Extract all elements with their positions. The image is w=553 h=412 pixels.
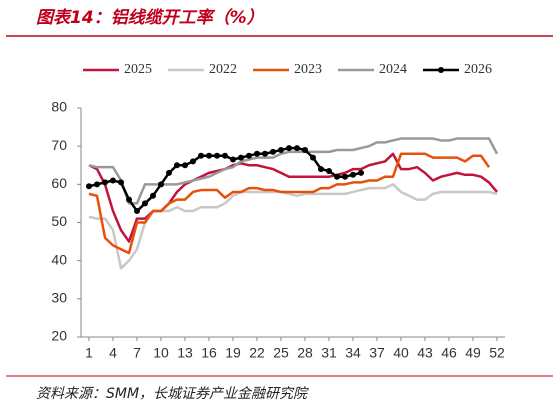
series-marker [302,146,308,153]
series-marker [86,183,92,190]
x-tick-label: 43 [417,345,433,361]
y-tick-label: 30 [51,290,67,306]
series-marker [166,169,172,176]
x-tick-label: 49 [465,345,481,361]
series-marker [222,152,228,159]
series-marker [118,179,124,186]
series-marker [278,146,284,153]
x-tick-label: 19 [225,345,241,361]
series-marker [326,167,332,174]
series-marker [342,173,348,180]
x-tick-label: 25 [273,345,289,361]
series-marker [286,145,292,152]
series-marker [206,152,212,159]
y-tick-label: 20 [51,328,67,344]
series-marker [270,148,276,155]
series-line [88,152,491,255]
series-marker [198,152,204,159]
series-marker [230,156,236,163]
series-marker [126,196,132,203]
legend-label: 2024 [379,62,407,77]
series-marker [334,173,340,180]
series-line [88,137,499,205]
series-marker [238,154,244,161]
series-marker [350,171,356,178]
legend-marker [438,67,444,73]
y-tick-label: 50 [51,213,67,229]
series-marker [142,200,148,207]
series-marker [94,181,100,188]
x-tick-label: 37 [369,345,385,361]
series-marker [102,179,108,186]
series-marker [318,166,324,173]
legend-label: 2026 [464,62,492,77]
series-marker [310,154,316,161]
series-marker [150,192,156,199]
y-tick-label: 40 [51,251,67,267]
x-tick-label: 28 [297,345,313,361]
x-tick-label: 34 [345,345,361,361]
series-marker [254,150,260,157]
series-marker [158,181,164,188]
y-tick-label: 70 [51,137,67,153]
source-note: 资料来源：SMM，长城证券产业金融研究院 [36,386,309,402]
series-marker [358,169,364,176]
series-marker [110,177,116,184]
series-marker [190,158,196,165]
x-tick-label: 13 [177,345,193,361]
series-marker [294,145,300,152]
legend-label: 2025 [124,62,152,77]
legend-label: 2022 [209,62,237,77]
chart-title: 图表14：铝线缆开工率（%） [36,8,264,28]
x-tick-label: 52 [489,345,505,361]
x-tick-label: 46 [441,345,457,361]
series-marker [262,150,268,157]
x-tick-label: 10 [153,345,169,361]
series-marker [246,152,252,159]
y-tick-label: 80 [51,99,67,115]
x-tick-label: 22 [249,345,265,361]
x-tick-label: 4 [109,345,117,361]
series-marker [214,152,220,159]
x-tick-label: 16 [201,345,217,361]
y-tick-label: 60 [51,175,67,191]
series-marker [182,162,188,169]
x-tick-label: 40 [393,345,409,361]
series-marker [134,208,140,215]
series-marker [174,162,180,169]
legend-label: 2023 [294,62,322,77]
x-tick-label: 7 [133,345,141,361]
x-tick-label: 1 [85,345,93,361]
x-tick-label: 31 [321,345,337,361]
